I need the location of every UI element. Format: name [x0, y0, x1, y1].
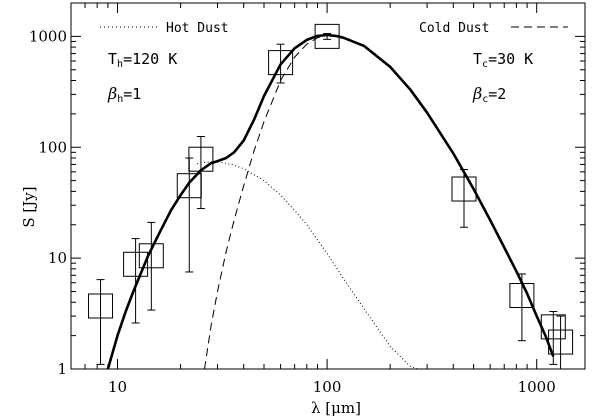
data-point — [548, 315, 574, 369]
x-tick-label: 10 — [108, 378, 127, 396]
cold-dust-legend-label: Cold Dust — [419, 21, 489, 36]
plot-border — [70, 2, 586, 370]
x-tick-label: 1000 — [518, 378, 556, 396]
x-tick-label: 100 — [313, 378, 342, 396]
x-axis-label: λ [μm] — [311, 399, 361, 417]
plot-frame — [70, 2, 586, 370]
y-tick-label: 1000 — [29, 27, 67, 45]
cold-temperature-label: Tc=30 K — [473, 50, 533, 70]
hot-dust-parameters: Th=120 K βh=1 — [107, 50, 177, 105]
hot-dust-legend: Hot Dust — [100, 21, 229, 36]
hot-dust-curve — [197, 161, 420, 369]
data-marker — [509, 283, 535, 309]
data-marker — [548, 329, 574, 355]
hot-temperature-label: Th=120 K — [108, 50, 177, 70]
axis-ticks: 10 100 1000 1 10 100 1000 — [29, 2, 585, 396]
data-point — [138, 221, 164, 311]
data-marker — [314, 23, 340, 49]
data-marker — [540, 314, 566, 340]
model-curves — [106, 33, 555, 369]
data-point — [451, 168, 477, 228]
data-point — [88, 279, 114, 365]
cold-dust-parameters: Tc=30 K βc=2 — [472, 50, 533, 105]
data-marker — [268, 50, 294, 76]
observations — [88, 23, 574, 369]
data-marker — [138, 243, 164, 269]
data-point — [268, 43, 294, 84]
y-tick-label: 1 — [57, 360, 67, 378]
data-marker — [123, 251, 149, 277]
data-point — [188, 136, 214, 210]
data-marker — [451, 176, 477, 202]
y-axis-label: S [Jy] — [20, 186, 38, 227]
cold-beta-label: βc=2 — [472, 84, 506, 105]
data-point — [540, 311, 566, 365]
data-marker — [188, 146, 214, 172]
hot-beta-label: βh=1 — [107, 84, 141, 105]
y-tick-label: 100 — [38, 138, 67, 156]
data-point — [123, 238, 149, 324]
total-model-curve — [106, 33, 555, 369]
data-point — [314, 23, 340, 49]
data-point — [509, 273, 535, 342]
hot-dust-legend-label: Hot Dust — [166, 21, 229, 36]
y-tick-label: 10 — [48, 249, 67, 267]
data-marker — [88, 293, 114, 319]
cold-dust-legend: Cold Dust — [419, 21, 568, 36]
cold-dust-curve — [204, 34, 328, 369]
